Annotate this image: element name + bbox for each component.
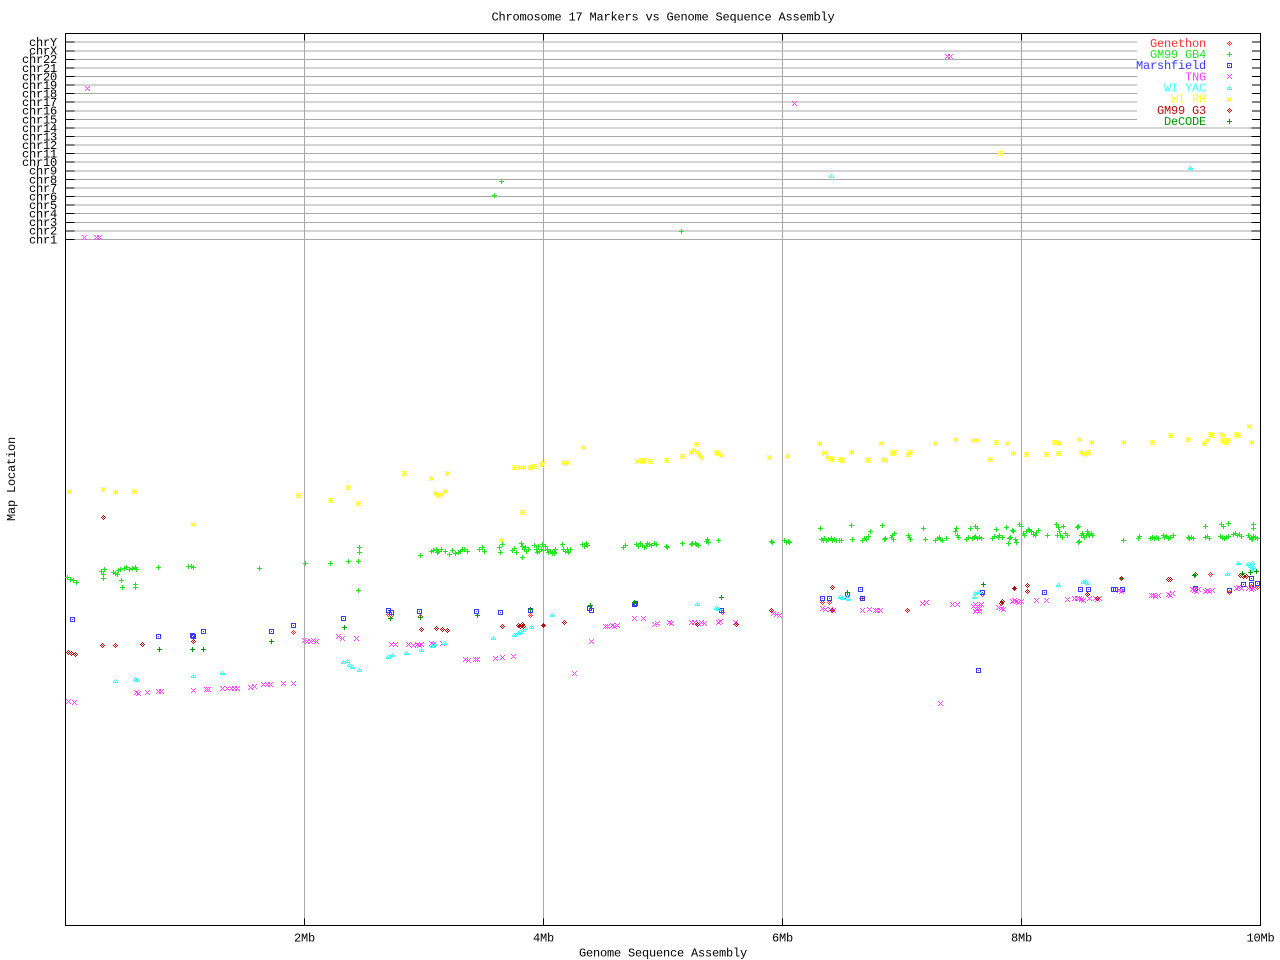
svg-text:4Mb: 4Mb xyxy=(533,932,554,946)
svg-text:chr1: chr1 xyxy=(29,233,57,247)
svg-text:chr22: chr22 xyxy=(22,53,57,67)
svg-text:Genome Sequence Assembly: Genome Sequence Assembly xyxy=(579,947,747,960)
svg-text:chr5: chr5 xyxy=(29,199,57,213)
svg-text:10Mb: 10Mb xyxy=(1246,932,1274,946)
svg-text:Chromosome 17 Markers vs Genom: Chromosome 17 Markers vs Genome Sequence… xyxy=(491,11,834,25)
svg-text:GM99 GB4: GM99 GB4 xyxy=(1150,48,1206,62)
svg-text:TNG: TNG xyxy=(1185,70,1206,84)
svg-text:chr2: chr2 xyxy=(29,225,57,239)
svg-text:chr17: chr17 xyxy=(22,96,57,110)
svg-text:chr13: chr13 xyxy=(22,130,57,144)
svg-text:2Mb: 2Mb xyxy=(294,932,315,946)
svg-text:chr20: chr20 xyxy=(22,70,57,84)
svg-text:chr3: chr3 xyxy=(29,216,57,230)
svg-text:chr21: chr21 xyxy=(22,62,57,76)
svg-text:chr11: chr11 xyxy=(22,148,57,162)
svg-text:WI YAC: WI YAC xyxy=(1164,82,1206,96)
svg-text:DeCODE: DeCODE xyxy=(1164,115,1206,129)
svg-text:Marshfield: Marshfield xyxy=(1136,59,1206,73)
svg-text:chr15: chr15 xyxy=(22,113,57,127)
svg-text:chr7: chr7 xyxy=(29,182,57,196)
svg-text:chr12: chr12 xyxy=(22,139,57,153)
svg-text:chr14: chr14 xyxy=(22,122,57,136)
svg-text:chrX: chrX xyxy=(29,45,57,59)
svg-text:chr16: chr16 xyxy=(22,105,57,119)
svg-text:chr9: chr9 xyxy=(29,165,57,179)
svg-text:chr18: chr18 xyxy=(22,88,57,102)
svg-text:GM99 G3: GM99 G3 xyxy=(1157,104,1206,118)
svg-text:8Mb: 8Mb xyxy=(1011,932,1032,946)
svg-text:Genethon: Genethon xyxy=(1150,37,1206,51)
svg-text:chr6: chr6 xyxy=(29,190,57,204)
svg-text:chr8: chr8 xyxy=(29,173,57,187)
svg-text:6Mb: 6Mb xyxy=(772,932,793,946)
svg-text:WI RH: WI RH xyxy=(1171,93,1206,107)
svg-text:Map Location: Map Location xyxy=(5,437,19,521)
svg-text:chr19: chr19 xyxy=(22,79,57,93)
svg-text:chr10: chr10 xyxy=(22,156,57,170)
svg-text:chr4: chr4 xyxy=(29,208,57,222)
svg-text:chrY: chrY xyxy=(29,36,57,50)
